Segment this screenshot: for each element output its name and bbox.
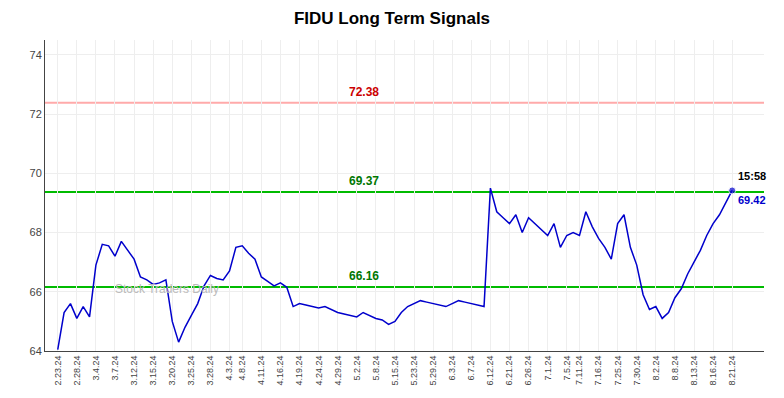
svg-text:4.11.24: 4.11.24 <box>256 356 266 385</box>
svg-text:69.42: 69.42 <box>738 194 766 206</box>
svg-text:5.8.24: 5.8.24 <box>371 356 381 381</box>
svg-text:15:58: 15:58 <box>738 170 766 182</box>
svg-text:7.30.24: 7.30.24 <box>632 356 642 386</box>
svg-text:6.12.24: 6.12.24 <box>485 356 495 386</box>
svg-text:68: 68 <box>30 226 42 238</box>
svg-text:6.21.24: 6.21.24 <box>504 356 514 386</box>
svg-text:2.28.24: 2.28.24 <box>72 356 82 386</box>
svg-text:7.5.24: 7.5.24 <box>562 356 572 381</box>
svg-text:64: 64 <box>30 345 42 357</box>
svg-text:66: 66 <box>30 286 42 298</box>
svg-text:3.12.24: 3.12.24 <box>129 356 139 386</box>
svg-text:6.3.24: 6.3.24 <box>447 356 457 381</box>
svg-text:66.16: 66.16 <box>349 269 379 283</box>
svg-text:8.8.24: 8.8.24 <box>670 356 680 381</box>
svg-text:4.8.24: 4.8.24 <box>237 356 247 381</box>
svg-text:3.7.24: 3.7.24 <box>110 356 120 381</box>
svg-text:3.28.24: 3.28.24 <box>205 356 215 386</box>
svg-text:3.20.24: 3.20.24 <box>167 356 177 386</box>
svg-text:5.15.24: 5.15.24 <box>390 356 400 386</box>
svg-text:72.38: 72.38 <box>349 85 379 99</box>
svg-text:3.15.24: 3.15.24 <box>148 356 158 386</box>
svg-text:4.3.24: 4.3.24 <box>224 356 234 381</box>
svg-text:3.25.24: 3.25.24 <box>186 356 196 386</box>
svg-text:72: 72 <box>30 108 42 120</box>
svg-text:4.24.24: 4.24.24 <box>314 356 324 386</box>
svg-text:6.26.24: 6.26.24 <box>524 356 534 386</box>
svg-text:8.16.24: 8.16.24 <box>708 356 718 386</box>
svg-text:4.29.24: 4.29.24 <box>333 356 343 386</box>
svg-text:7.11.24: 7.11.24 <box>574 356 584 385</box>
svg-text:4.19.24: 4.19.24 <box>294 356 304 386</box>
svg-text:5.29.24: 5.29.24 <box>428 356 438 386</box>
svg-text:5.23.24: 5.23.24 <box>409 356 419 386</box>
svg-text:7.1.24: 7.1.24 <box>543 356 553 381</box>
svg-text:Stock Traders Daily: Stock Traders Daily <box>115 282 219 296</box>
svg-text:6.7.24: 6.7.24 <box>466 356 476 381</box>
svg-text:8.13.24: 8.13.24 <box>689 356 699 386</box>
svg-text:3.4.24: 3.4.24 <box>91 356 101 381</box>
svg-text:69.37: 69.37 <box>349 174 379 188</box>
svg-text:8.21.24: 8.21.24 <box>727 356 737 386</box>
svg-text:7.25.24: 7.25.24 <box>613 356 623 386</box>
svg-text:74: 74 <box>30 49 42 61</box>
svg-text:2.23.24: 2.23.24 <box>53 356 63 386</box>
svg-text:5.2.24: 5.2.24 <box>352 356 362 381</box>
svg-text:FIDU Long Term Signals: FIDU Long Term Signals <box>294 9 490 28</box>
svg-text:7.16.24: 7.16.24 <box>593 356 603 386</box>
svg-text:4.16.24: 4.16.24 <box>275 356 285 386</box>
svg-text:8.2.24: 8.2.24 <box>651 356 661 381</box>
svg-text:70: 70 <box>30 167 42 179</box>
